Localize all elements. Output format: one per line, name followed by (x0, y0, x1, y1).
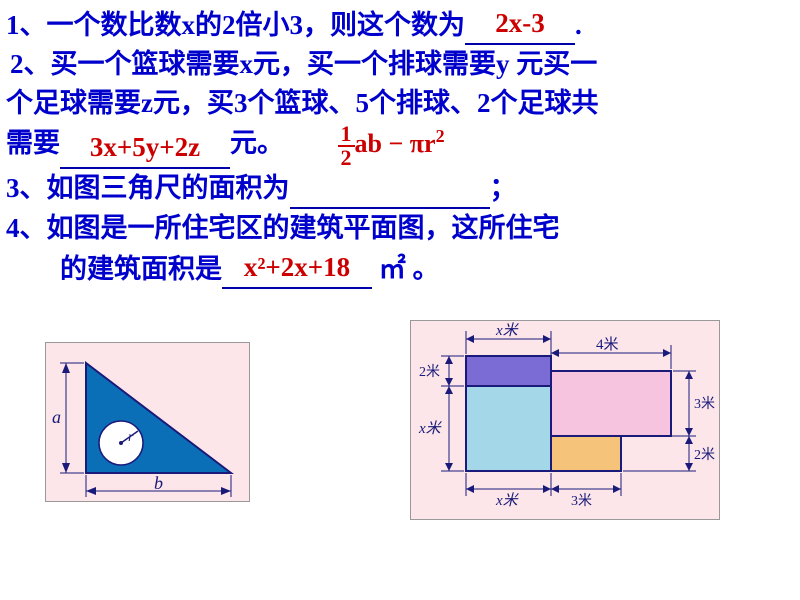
p1-text-before: 一个数比数x的2倍小3，则这个数为 (47, 10, 466, 40)
p2-l3-after: 元。 (230, 129, 284, 159)
p3-prefix: 3、 (6, 173, 47, 203)
problem-1: 1、一个数比数x的2倍小3，则这个数为 2x-3. (6, 4, 796, 45)
problem-2-line1: 2、买一个篮球需要x元，买一个排球需要y 元买一 (10, 45, 796, 84)
left-2: 2米 (419, 364, 440, 380)
p3-formula-sup: 2 (436, 127, 445, 147)
label-r: r (128, 430, 134, 445)
p2-l2: 个足球需要z元，买3个篮球、5个排球、2个足球共 (6, 88, 598, 118)
problem-4-line1: 4、如图是一所住宅区的建筑平面图，这所住宅 (6, 209, 796, 248)
right-2: 2米 (694, 447, 715, 463)
rect-pink (551, 371, 671, 436)
p4-blank: x²+2x+18 (222, 248, 372, 289)
left-x: x米 (418, 420, 443, 437)
p3-formula-rest: ab − πr (355, 130, 436, 159)
problem-2-line3: 需要 3x+5y+2z 元。 12ab − πr2 (6, 123, 796, 169)
p1-prefix: 1、 (6, 10, 47, 40)
rect-purple (466, 356, 551, 386)
rect-orange (551, 436, 621, 471)
bot-3: 3米 (571, 493, 592, 509)
p2-answer: 3x+5y+2z (90, 132, 200, 162)
questions-block: 1、一个数比数x的2倍小3，则这个数为 2x-3. 2、买一个篮球需要x元，买一个… (6, 4, 796, 289)
problem-2-line2: 个足球需要z元，买3个篮球、5个排球、2个足球共 (6, 84, 796, 123)
p2-blank: 3x+5y+2z (60, 128, 230, 169)
right-3: 3米 (694, 396, 715, 412)
p2-prefix: 2、 (10, 49, 51, 79)
p4-l2-after: ㎡ 。 (372, 254, 440, 284)
triangle-figure: r a b (45, 342, 250, 502)
floorplan-svg: x米 4米 2米 x米 3米 2米 x米 3米 (411, 321, 721, 521)
problem-4-line2: 的建筑面积是 x²+2x+18 ㎡ 。 (6, 248, 796, 289)
p3-text: 如图三角尺的面积为 (47, 173, 290, 203)
p4-prefix: 4、 (6, 213, 47, 243)
p2-l1: 买一个篮球需要x元，买一个排球需要y 元买一 (51, 49, 598, 79)
label-b: b (154, 473, 163, 493)
label-a: a (52, 407, 61, 427)
dim-a-arrow1 (62, 363, 70, 373)
top-x: x米 (495, 322, 520, 339)
p4-l2-before: 的建筑面积是 (60, 254, 222, 284)
top-4: 4米 (596, 336, 619, 353)
p1-answer: 2x-3 (495, 8, 545, 38)
p2-l3-before: 需要 (6, 129, 60, 159)
p3-formula-frac: 12 (338, 123, 355, 169)
p1-after: . (575, 10, 582, 40)
p4-l1: 如图是一所住宅区的建筑平面图，这所住宅 (47, 213, 560, 243)
problem-3: 3、如图三角尺的面积为 ； (6, 169, 796, 208)
floorplan-figure: x米 4米 2米 x米 3米 2米 x米 3米 (410, 320, 720, 520)
p3-after: ； (490, 173, 517, 203)
triangle-svg: r a b (46, 343, 251, 503)
p1-blank: 2x-3 (465, 4, 575, 45)
dim-a-arrow2 (62, 463, 70, 473)
p4-answer: x²+2x+18 (244, 252, 350, 282)
rect-cyan (466, 386, 551, 471)
bot-x: x米 (495, 492, 520, 509)
